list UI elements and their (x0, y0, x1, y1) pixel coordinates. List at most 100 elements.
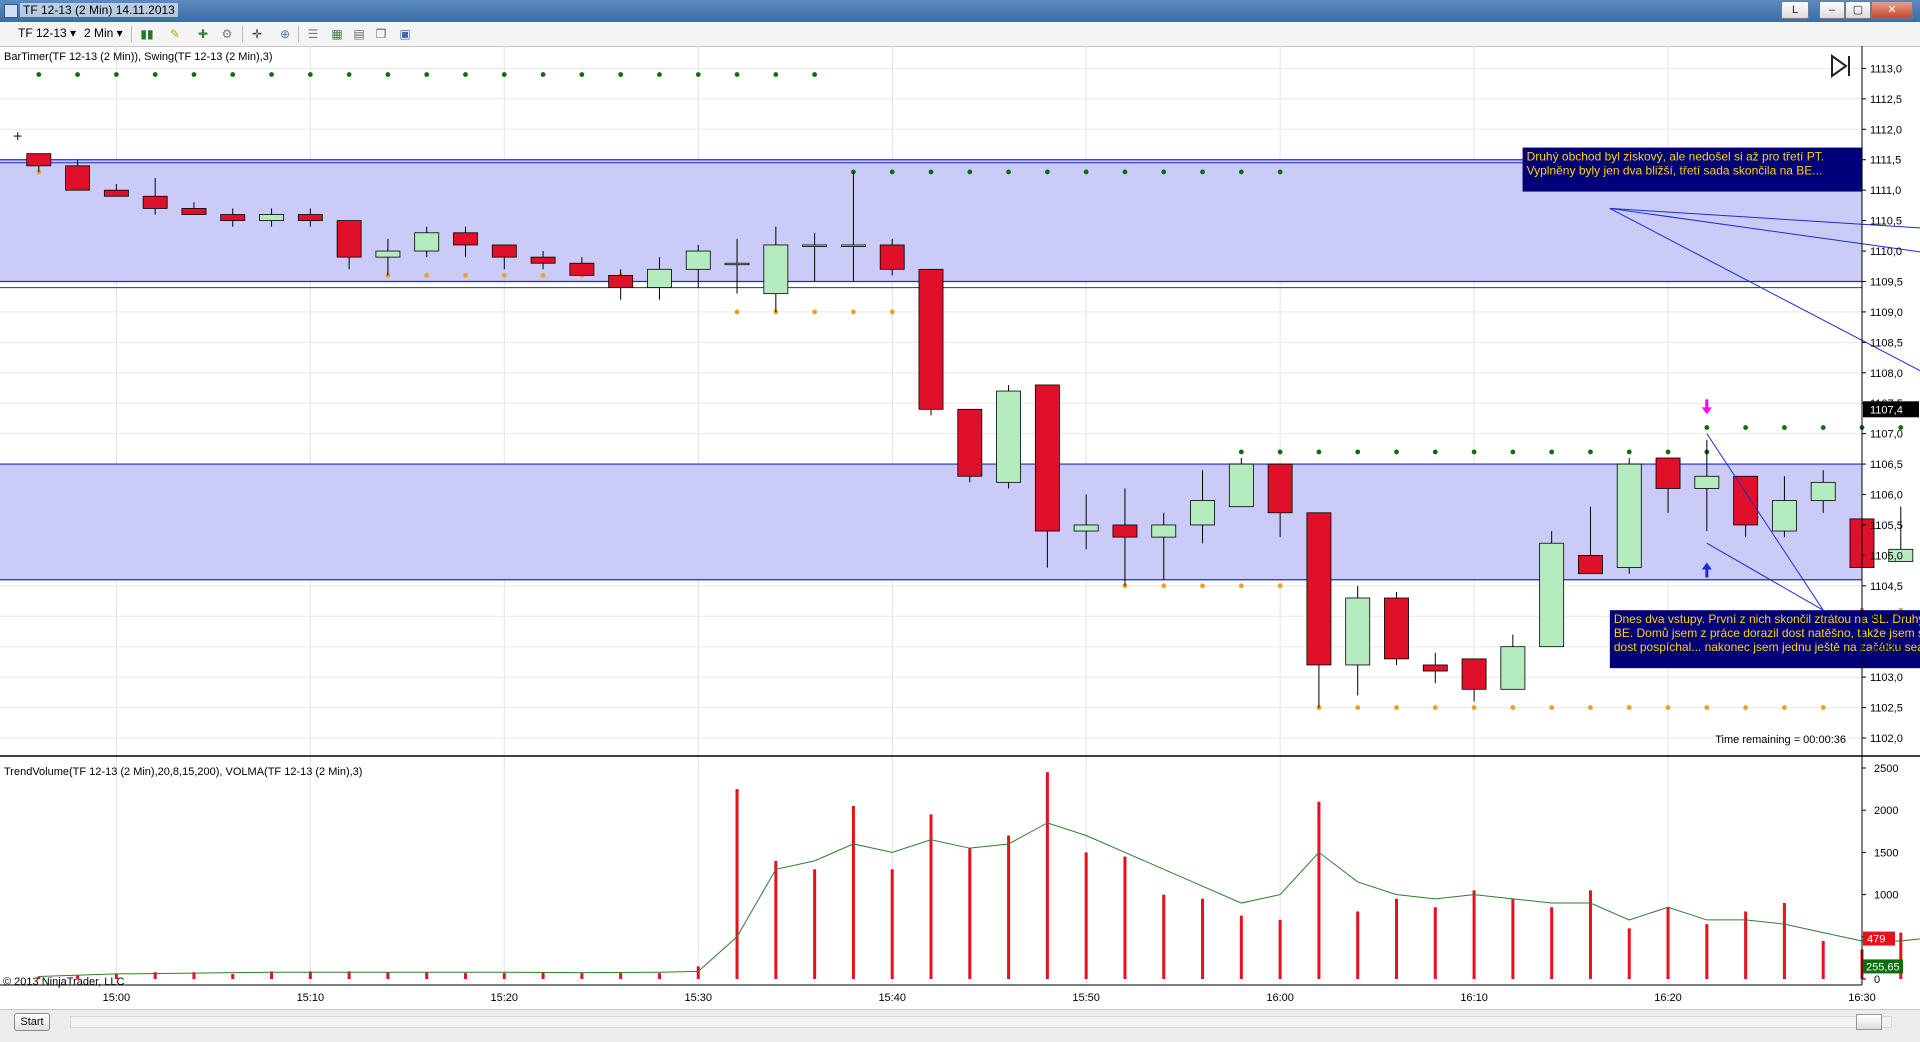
window-linking-icon[interactable]: ▣ (399, 27, 411, 41)
y-tick-label: 1110,0 (1870, 246, 1902, 258)
candle-down (1384, 597, 1409, 660)
volume-bar (735, 789, 739, 979)
chart-area[interactable]: Druhý obchod byl ziskový, ale nedošel si… (0, 46, 1920, 1009)
volume-marker (1863, 931, 1895, 946)
swing-high-dot (75, 72, 80, 77)
note-connector-line (1706, 433, 1824, 611)
swing-high-dot (1238, 169, 1244, 175)
candle-up (1771, 500, 1797, 532)
swing-high-dot (1200, 169, 1205, 175)
volume-bar (1084, 852, 1088, 979)
volma-marker (1863, 959, 1903, 974)
y-tick-label: 1109,0 (1870, 307, 1903, 319)
volume-y-tick-label: 1000 (1874, 890, 1898, 902)
swing-low-dot (734, 309, 740, 315)
scrollbar-thumb[interactable] (1856, 1014, 1882, 1030)
zoom-icon[interactable]: ⊕ (279, 27, 291, 41)
volume-bar (1007, 835, 1011, 979)
swing-high-dot (618, 72, 624, 77)
note-connector-line (1609, 207, 1920, 229)
swing-high-dot (812, 72, 818, 77)
candle-down (530, 256, 556, 264)
swing-high-dot (501, 72, 507, 77)
price-panel-title: BarTimer(TF 12-13 (2 Min)), Swing(TF 12-… (4, 51, 273, 63)
swing-high-dot (1355, 449, 1361, 455)
x-tick-label: 15:50 (1072, 992, 1100, 1004)
swing-high-dot (1277, 169, 1283, 175)
volume-bar (1278, 919, 1282, 979)
swing-high-dot (773, 72, 779, 77)
swing-low-dot (1626, 705, 1632, 710)
swing-low-dot (1510, 705, 1516, 710)
volume-bar (1666, 907, 1670, 979)
swing-low-dot (463, 272, 468, 278)
y-tick-label: 1105,0 (1870, 550, 1903, 562)
volume-panel (37, 758, 1920, 985)
candle-down (1267, 463, 1293, 514)
swing-high-dot (579, 72, 585, 77)
template-icon[interactable]: ▤ (353, 27, 365, 41)
crosshair-icon[interactable]: ✛ (251, 27, 263, 41)
x-tick-label: 16:10 (1460, 992, 1488, 1004)
candle-up (1190, 500, 1215, 526)
y-tick-label: 1110,5 (1870, 216, 1902, 228)
candle-up (1151, 524, 1177, 538)
horizontal-scrollbar[interactable] (70, 1016, 1892, 1028)
volume-bar (1162, 894, 1166, 979)
candle-up (1888, 548, 1914, 562)
arrow-head (1701, 407, 1712, 415)
swing-high-dot (1704, 425, 1710, 430)
interval-selector[interactable]: 2 Min ▾ (84, 26, 123, 40)
y-tick-label: 1106,0 (1870, 490, 1903, 502)
data-box-icon[interactable]: ▦ (331, 27, 343, 41)
swing-low-dot (812, 309, 818, 315)
volume-y-tick-label: 2000 (1874, 805, 1898, 817)
scroll-right-icon[interactable] (1831, 54, 1850, 78)
annotation-text: Dnes dva vstupy. První z nich skončil zt… (1614, 612, 1920, 626)
volume-bar (425, 972, 429, 979)
pencil-draw-icon[interactable]: ✎ (169, 27, 181, 41)
volume-bar (231, 973, 235, 979)
volume-bar (308, 971, 312, 979)
candle-down (453, 232, 478, 246)
y-tick-label: 1111,0 (1870, 185, 1901, 197)
volume-bar (1550, 907, 1554, 979)
swing-high-dot (1626, 449, 1632, 455)
y-tick-label: 1103,0 (1870, 672, 1903, 684)
strategy-icon[interactable]: ⚙ (221, 27, 233, 41)
add-indicator-icon[interactable]: ✚ (197, 27, 209, 41)
volume-y-tick-label: 2500 (1874, 763, 1898, 775)
volume-bar (1899, 932, 1903, 979)
y-tick-label: 1107,0 (1870, 429, 1903, 441)
annotation-text: dost pospíchal... nakonec jsem jednu ješ… (1614, 640, 1920, 654)
volume-bar (1239, 915, 1243, 979)
candle-up (375, 250, 401, 258)
bars-type-icon[interactable]: ▮▮ (140, 27, 154, 41)
volume-bar (774, 860, 778, 979)
candle-up (1810, 481, 1836, 502)
properties-icon[interactable]: ☰ (307, 27, 319, 41)
instrument-selector[interactable]: TF 12-13 ▾ (18, 26, 77, 40)
link-button[interactable]: L (1781, 1, 1809, 19)
swing-high-dot (540, 72, 546, 77)
swing-high-dot (1316, 449, 1322, 455)
y-tick-label: 1104,5 (1870, 581, 1903, 593)
maximize-button[interactable]: ▢ (1845, 1, 1871, 19)
volume-bar (541, 972, 545, 979)
volume-bar (696, 966, 700, 979)
minimize-button[interactable]: – (1819, 1, 1845, 19)
close-button[interactable]: ✕ (1871, 1, 1913, 19)
swing-high-dot (1044, 169, 1050, 175)
volume-panel-title: TrendVolume(TF 12-13 (2 Min),20,8,15,200… (4, 766, 362, 778)
copy-icon[interactable]: ❐ (375, 27, 387, 41)
app-icon (4, 4, 18, 18)
volume-bar (270, 971, 274, 979)
note-connector-line (1706, 542, 1824, 611)
swing-low-dot (889, 309, 895, 315)
candle-down (1034, 384, 1060, 532)
start-button[interactable]: Start (14, 1013, 50, 1031)
down-arrow-icon (1701, 399, 1712, 415)
volume-bar (1744, 911, 1748, 979)
swing-low-dot (1355, 705, 1361, 710)
swing-low-dot (501, 272, 507, 278)
